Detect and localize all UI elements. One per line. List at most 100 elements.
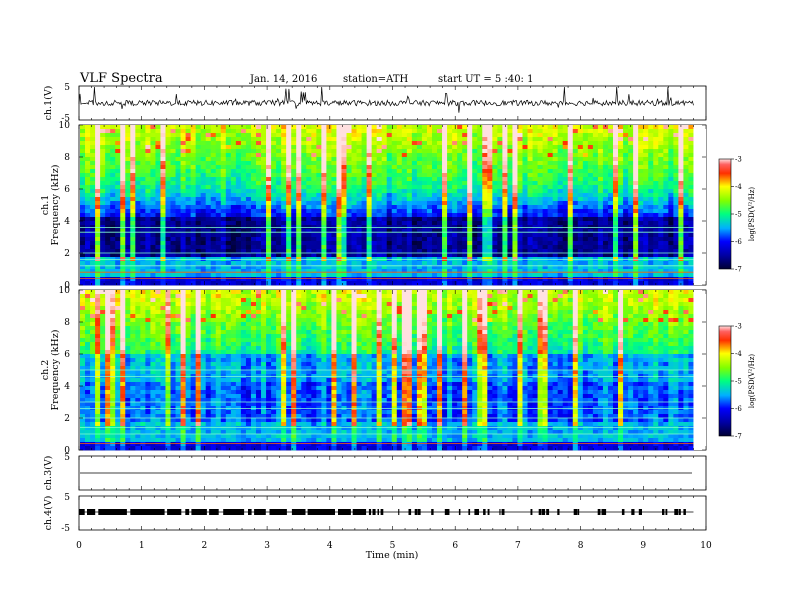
spectrogram-cell [387, 241, 392, 245]
spectrogram-cell [683, 189, 688, 193]
spectrogram-cell [502, 193, 507, 197]
spectrogram-cell [110, 169, 115, 173]
spectrogram-cell [160, 221, 165, 225]
spectrogram-cell [668, 229, 673, 233]
spectrogram-cell [512, 277, 517, 281]
spectrogram-cell [271, 201, 276, 205]
spectrogram-cell [502, 229, 507, 233]
spectrogram-cell [367, 149, 372, 153]
spectrogram-cell [135, 161, 140, 165]
spectrogram-cell [432, 269, 437, 273]
spectrogram-cell [226, 125, 231, 129]
spectrogram-cell [291, 161, 296, 165]
spectrogram-cell [407, 153, 412, 157]
spectrogram-cell [402, 133, 407, 137]
spectrogram-cell [457, 165, 462, 169]
spectrogram-cell [336, 193, 341, 197]
spectrogram-cell [110, 245, 115, 249]
spectrogram-cell [261, 145, 266, 149]
spectrogram-cell [487, 290, 492, 294]
spectrogram-cell [502, 133, 507, 137]
spectrogram-cell [291, 233, 296, 237]
spectrogram-cell [261, 129, 266, 133]
spectrogram-cell [306, 209, 311, 213]
spectrogram-cell [160, 137, 165, 141]
spectrogram-cell [502, 273, 507, 277]
spectrogram-cell [533, 277, 538, 281]
spectrogram-cell [442, 181, 447, 185]
spectrogram-cell [533, 193, 538, 197]
spectrogram-cell [417, 145, 422, 149]
spectrogram-cell [558, 169, 563, 173]
spectrogram-cell [477, 277, 482, 281]
spectrogram-cell [477, 165, 482, 169]
spectrogram-cell [246, 253, 251, 257]
spectrogram-cell [231, 185, 236, 189]
spectrogram-cell [206, 149, 211, 153]
spectrogram-cell [432, 153, 437, 157]
spectrogram-cell [578, 273, 583, 277]
spectrogram-cell [321, 161, 326, 165]
spectrogram-cell [367, 185, 372, 189]
spectrogram-cell [145, 129, 150, 133]
spectrogram-cell [296, 217, 301, 221]
spectrogram-cell [160, 213, 165, 217]
spectrogram-cell [412, 269, 417, 273]
spectrogram-cell [377, 141, 382, 145]
spectrogram-cell [638, 229, 643, 233]
spectrogram-cell [176, 229, 181, 233]
spectrogram-cell [663, 253, 668, 257]
spectrogram-cell [241, 277, 246, 281]
spectrogram-cell [653, 253, 658, 257]
spectrogram-cell [643, 193, 648, 197]
spectrogram-cell [367, 261, 372, 265]
spectrogram-cell [362, 165, 367, 169]
spectrogram-cell [467, 165, 472, 169]
spectrogram-cell [362, 173, 367, 177]
spectrogram-cell [512, 290, 517, 294]
spectrogram-cell [352, 253, 357, 257]
spectrogram-cell [658, 169, 663, 173]
spectrogram-cell [80, 221, 85, 225]
spectrogram-cell [135, 169, 140, 173]
spectrogram-cell [336, 177, 341, 181]
spectrogram-cell [341, 273, 346, 277]
spectrogram-cell [543, 165, 548, 169]
spectrogram-cell [553, 253, 558, 257]
spectrogram-cell [80, 181, 85, 185]
spectrogram-cell [120, 161, 125, 165]
spectrogram-cell [357, 253, 362, 257]
spectrogram-cell [100, 217, 105, 221]
spectrogram-cell [447, 213, 452, 217]
spectrogram-cell [497, 201, 502, 205]
spectrogram-cell [140, 193, 145, 197]
spectrogram-cell [216, 221, 221, 225]
spectrogram-cell [397, 253, 402, 257]
spectrogram-cell [125, 201, 130, 205]
spectrogram-cell [352, 173, 357, 177]
spectrogram-cell [578, 157, 583, 161]
spectrogram-cell [211, 197, 216, 201]
spectrogram-cell [598, 213, 603, 217]
spectrogram-cell [196, 125, 201, 129]
spectrogram-cell [603, 205, 608, 209]
spectrogram-cell [412, 233, 417, 237]
spectrogram-cell [150, 233, 155, 237]
spectrogram-cell [517, 209, 522, 213]
spectrogram-cell [563, 141, 568, 145]
spectrogram-cell [538, 290, 543, 294]
spectrogram-cell [558, 213, 563, 217]
spectrogram-cell [407, 201, 412, 205]
spectrogram-cell [497, 217, 502, 221]
spectrogram-cell [196, 137, 201, 141]
spectrogram-cell [251, 201, 256, 205]
spectrogram-cell [95, 253, 100, 257]
spectrogram-cell [638, 269, 643, 273]
spectrogram-cell [372, 125, 377, 129]
spectrogram-cell [578, 261, 583, 265]
spectrogram-cell [201, 245, 206, 249]
spectrogram-cell [603, 269, 608, 273]
spectrogram-cell [90, 157, 95, 161]
spectrogram-cell [447, 153, 452, 157]
spectrogram-cell [608, 169, 613, 173]
